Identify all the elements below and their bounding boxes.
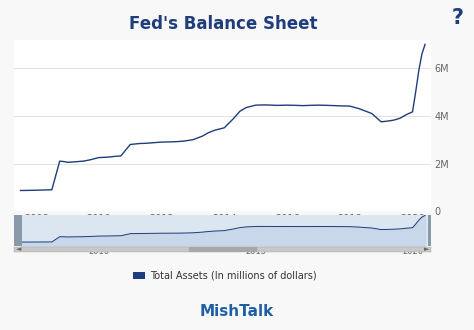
FancyBboxPatch shape [428,214,431,246]
Text: ?: ? [451,8,464,28]
Bar [190,247,256,252]
Text: MishTalk: MishTalk [200,304,274,319]
Text: ►: ► [424,247,429,252]
Text: Fed's Balance Sheet: Fed's Balance Sheet [128,15,317,33]
Text: Total Assets (In millions of dollars): Total Assets (In millions of dollars) [150,270,317,280]
Text: ◄: ◄ [16,247,22,252]
FancyBboxPatch shape [14,214,22,246]
